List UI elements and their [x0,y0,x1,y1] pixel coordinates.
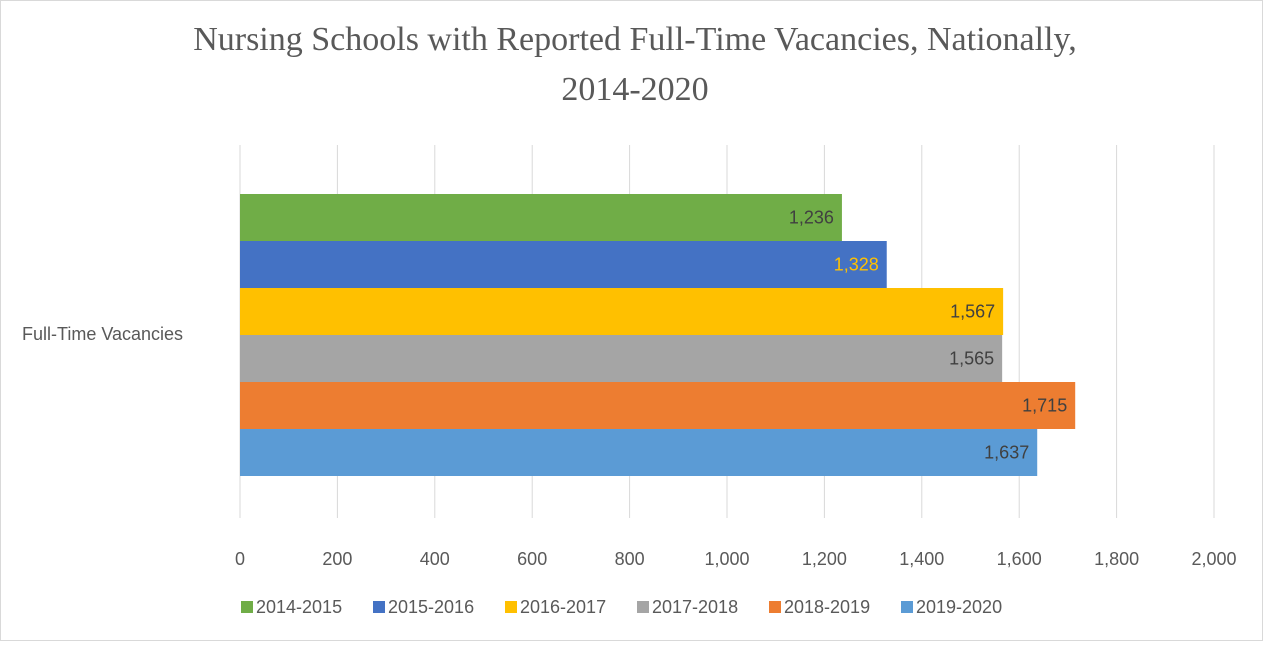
data-label: 1,567 [950,301,995,321]
legend-label: 2017-2018 [652,597,738,617]
x-tick-label: 600 [517,549,547,569]
bar [240,194,842,241]
legend-label: 2015-2016 [388,597,474,617]
legend-label: 2016-2017 [520,597,606,617]
bar [240,335,1003,382]
bar [240,288,1004,335]
data-label: 1,328 [834,254,879,274]
data-label: 1,236 [789,207,834,227]
legend-label: 2019-2020 [916,597,1002,617]
x-tick-label: 800 [615,549,645,569]
legend-swatch [241,601,253,613]
legend-swatch [769,601,781,613]
legend-swatch [505,601,517,613]
x-tick-label: 200 [322,549,352,569]
legend-swatch [901,601,913,613]
y-tick-label: Full-Time Vacancies [22,324,183,344]
x-tick-label: 1,400 [899,549,944,569]
legend-label: 2018-2019 [784,597,870,617]
data-label: 1,565 [949,348,994,368]
x-tick-label: 1,000 [704,549,749,569]
x-tick-label: 1,200 [802,549,847,569]
data-label: 1,715 [1022,395,1067,415]
x-tick-label: 1,800 [1094,549,1139,569]
x-tick-label: 1,600 [997,549,1042,569]
data-label: 1,637 [984,442,1029,462]
x-tick-label: 0 [235,549,245,569]
bar [240,241,887,288]
bar [240,429,1038,476]
x-tick-label: 400 [420,549,450,569]
bar [240,382,1076,429]
chart-title: Nursing Schools with Reported Full-Time … [193,21,1077,108]
x-tick-label: 2,000 [1191,549,1236,569]
legend-swatch [373,601,385,613]
legend-swatch [637,601,649,613]
legend-label: 2014-2015 [256,597,342,617]
